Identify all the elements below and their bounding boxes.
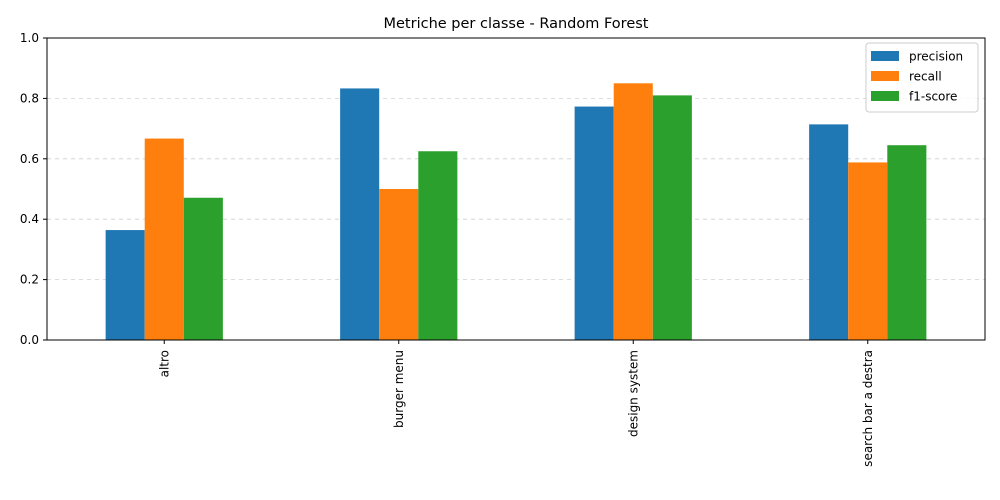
bar-f1-score [652,95,692,340]
legend-swatch [871,51,899,61]
plot-frame [46,37,986,341]
bar-f1-score [418,151,458,340]
y-tick-label: 0.6 [20,152,39,166]
x-tick-label: search bar a destra [861,350,875,467]
y-tick-label: 0.8 [20,91,39,105]
chart-title: Metriche per classe - Random Forest [383,16,648,32]
legend-swatch [871,91,899,101]
bar-f1-score [183,197,223,340]
bar-precision [809,124,849,340]
legend-swatch [871,71,899,81]
x-axis: altro burger menu design system search bar … [157,340,875,467]
bar-recall [848,162,888,340]
bar-precision [574,106,614,340]
y-tick-label: 1.0 [20,31,39,45]
x-tick-label: design system [626,350,640,437]
bar-recall [613,83,653,341]
bar-f1-score [887,145,927,340]
y-tick-label: 0.0 [20,333,39,347]
y-tick-label: 0.4 [20,212,39,226]
legend-label: precision [909,50,963,64]
y-tick-label: 0.2 [20,273,39,287]
x-tick-label: altro [157,350,171,377]
bar-recall [379,189,419,340]
bar-precision [340,88,380,341]
legend-label: recall [909,70,942,84]
legend-label: f1-score [909,90,957,104]
legend: precision recall f1-score [865,42,979,113]
bar-recall [144,138,184,340]
bar-marks [105,83,927,341]
y-axis: 0.0 0.2 0.4 0.6 0.8 1.0 [20,31,47,347]
x-tick-label: burger menu [392,350,406,428]
bar-precision [105,230,145,340]
